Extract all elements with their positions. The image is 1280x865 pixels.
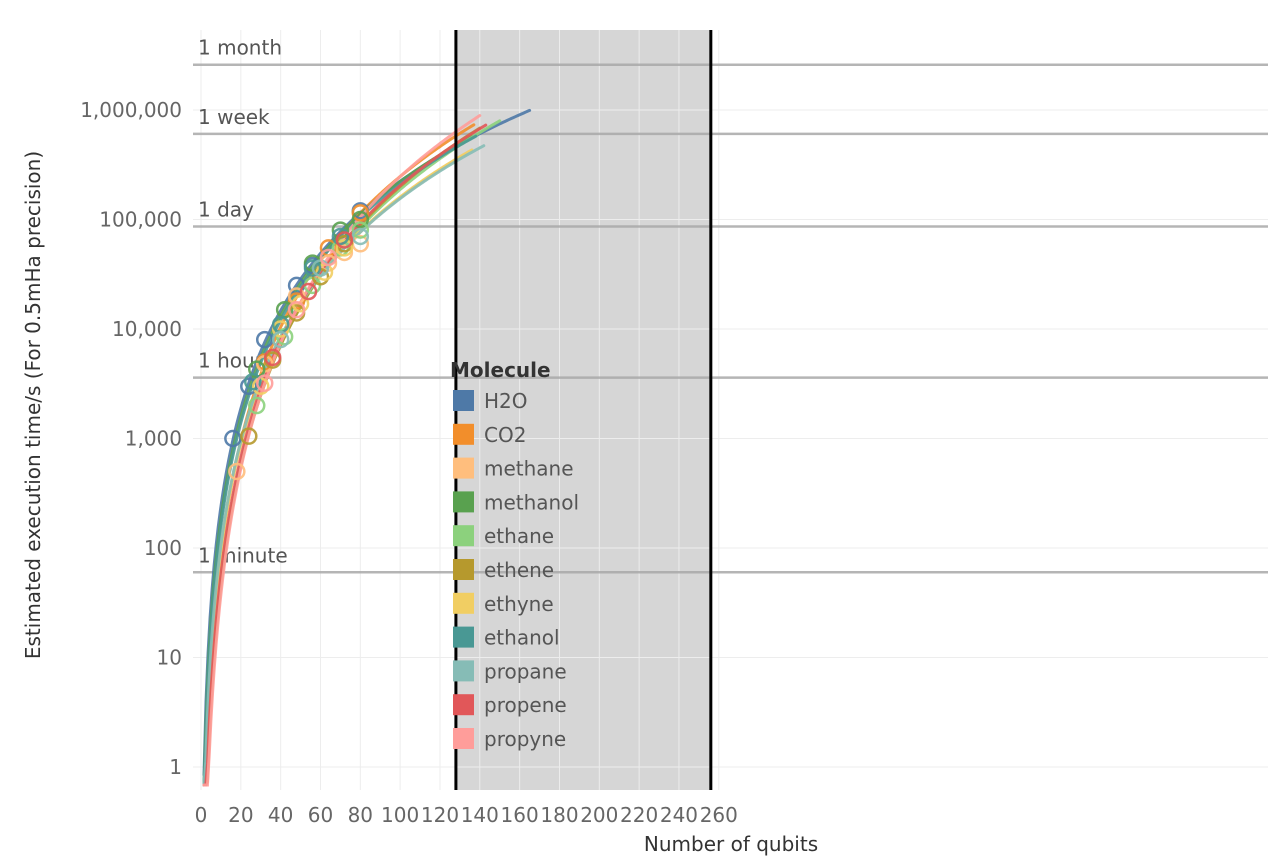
data-point (255, 374, 274, 392)
legend-item-label: propene (484, 693, 567, 717)
legend: Molecule H2O CO2 methane methanol ethane ethe… (450, 358, 579, 751)
legend-item-label: CO2 (484, 423, 526, 447)
x-tick-label: 180 (540, 803, 578, 827)
x-tick-label: 220 (620, 803, 658, 827)
x-tick-label: 120 (421, 803, 459, 827)
legend-item-label: propyne (484, 727, 566, 751)
data-point (240, 427, 258, 445)
legend-swatch (453, 694, 474, 716)
legend-swatch (453, 525, 474, 547)
legend-item-label: propane (484, 659, 567, 683)
y-axis-title: Estimated execution time/s (For 0.5mHa p… (21, 151, 45, 659)
legend-item-label: ethyne (484, 592, 554, 616)
data-point (351, 221, 370, 239)
legend-item-label: ethene (484, 558, 554, 582)
reference-line-label: 1 day (198, 197, 254, 221)
data-point (271, 330, 290, 349)
legend-item-label: methanol (484, 490, 579, 514)
data-points-layer (224, 202, 370, 481)
x-tick-label: 160 (501, 803, 539, 827)
x-tick-label: 260 (700, 803, 738, 827)
legend-swatch (453, 390, 474, 411)
y-tick-label: 1,000,000 (80, 98, 182, 122)
y-tick-label: 10 (157, 646, 182, 670)
data-point (303, 259, 322, 277)
y-ticks-layer: 1 10 100 1,000 10,000 100,000 1,000,000 (80, 98, 182, 779)
legend-swatch (453, 728, 474, 749)
data-point (248, 396, 266, 415)
x-tick-label: 140 (461, 803, 499, 827)
data-point (287, 292, 306, 310)
legend-item-label: ethanol (484, 626, 560, 650)
reference-line-label: 1 month (198, 36, 282, 60)
y-tick-label: 1 (169, 755, 182, 779)
shaded-region (455, 30, 711, 790)
data-point (351, 210, 370, 229)
y-tick-label: 10,000 (112, 317, 182, 341)
x-tick-label: 20 (228, 803, 253, 827)
legend-swatch (453, 559, 474, 580)
legend-swatch (453, 626, 474, 648)
legend-swatch (453, 457, 474, 479)
data-point (244, 372, 262, 391)
y-tick-label: 1,000 (125, 427, 182, 451)
data-point (271, 320, 290, 338)
x-tick-label: 60 (308, 803, 333, 827)
shaded-region-layer (455, 30, 711, 790)
legend-title: Molecule (450, 358, 551, 382)
x-axis-title: Number of qubits (644, 832, 818, 856)
y-tick-label: 100,000 (99, 208, 182, 232)
x-tick-label: 0 (195, 803, 208, 827)
data-point (351, 204, 370, 222)
legend-item-label: methane (484, 457, 574, 481)
data-point (287, 300, 306, 319)
grid-layer (193, 30, 1268, 790)
data-point (228, 462, 246, 481)
data-point (351, 227, 370, 246)
x-tick-label: 240 (660, 803, 698, 827)
x-ticks-layer: 0 20 40 60 80 100 120 140 160 180 200 220 240 260 (195, 803, 738, 827)
legend-swatch (453, 491, 474, 513)
data-point (319, 248, 338, 267)
y-tick-label: 100 (144, 536, 182, 560)
data-point (240, 377, 258, 396)
data-point (299, 282, 318, 301)
legend-item-label: H2O (484, 389, 528, 413)
legend-swatch (453, 660, 474, 682)
x-tick-label: 40 (268, 803, 293, 827)
legend-swatch (453, 423, 474, 445)
x-tick-label: 80 (348, 803, 373, 827)
data-point (331, 227, 350, 246)
data-point (263, 348, 282, 367)
data-point (335, 231, 354, 249)
data-point (335, 239, 354, 257)
x-tick-label: 200 (580, 803, 618, 827)
legend-item-label: ethane (484, 524, 554, 548)
legend-swatch (453, 592, 474, 614)
x-tick-label: 100 (381, 803, 419, 827)
reference-line-label: 1 week (198, 105, 270, 129)
reference-line-label: 1 minute (198, 543, 288, 567)
data-point (335, 243, 354, 262)
